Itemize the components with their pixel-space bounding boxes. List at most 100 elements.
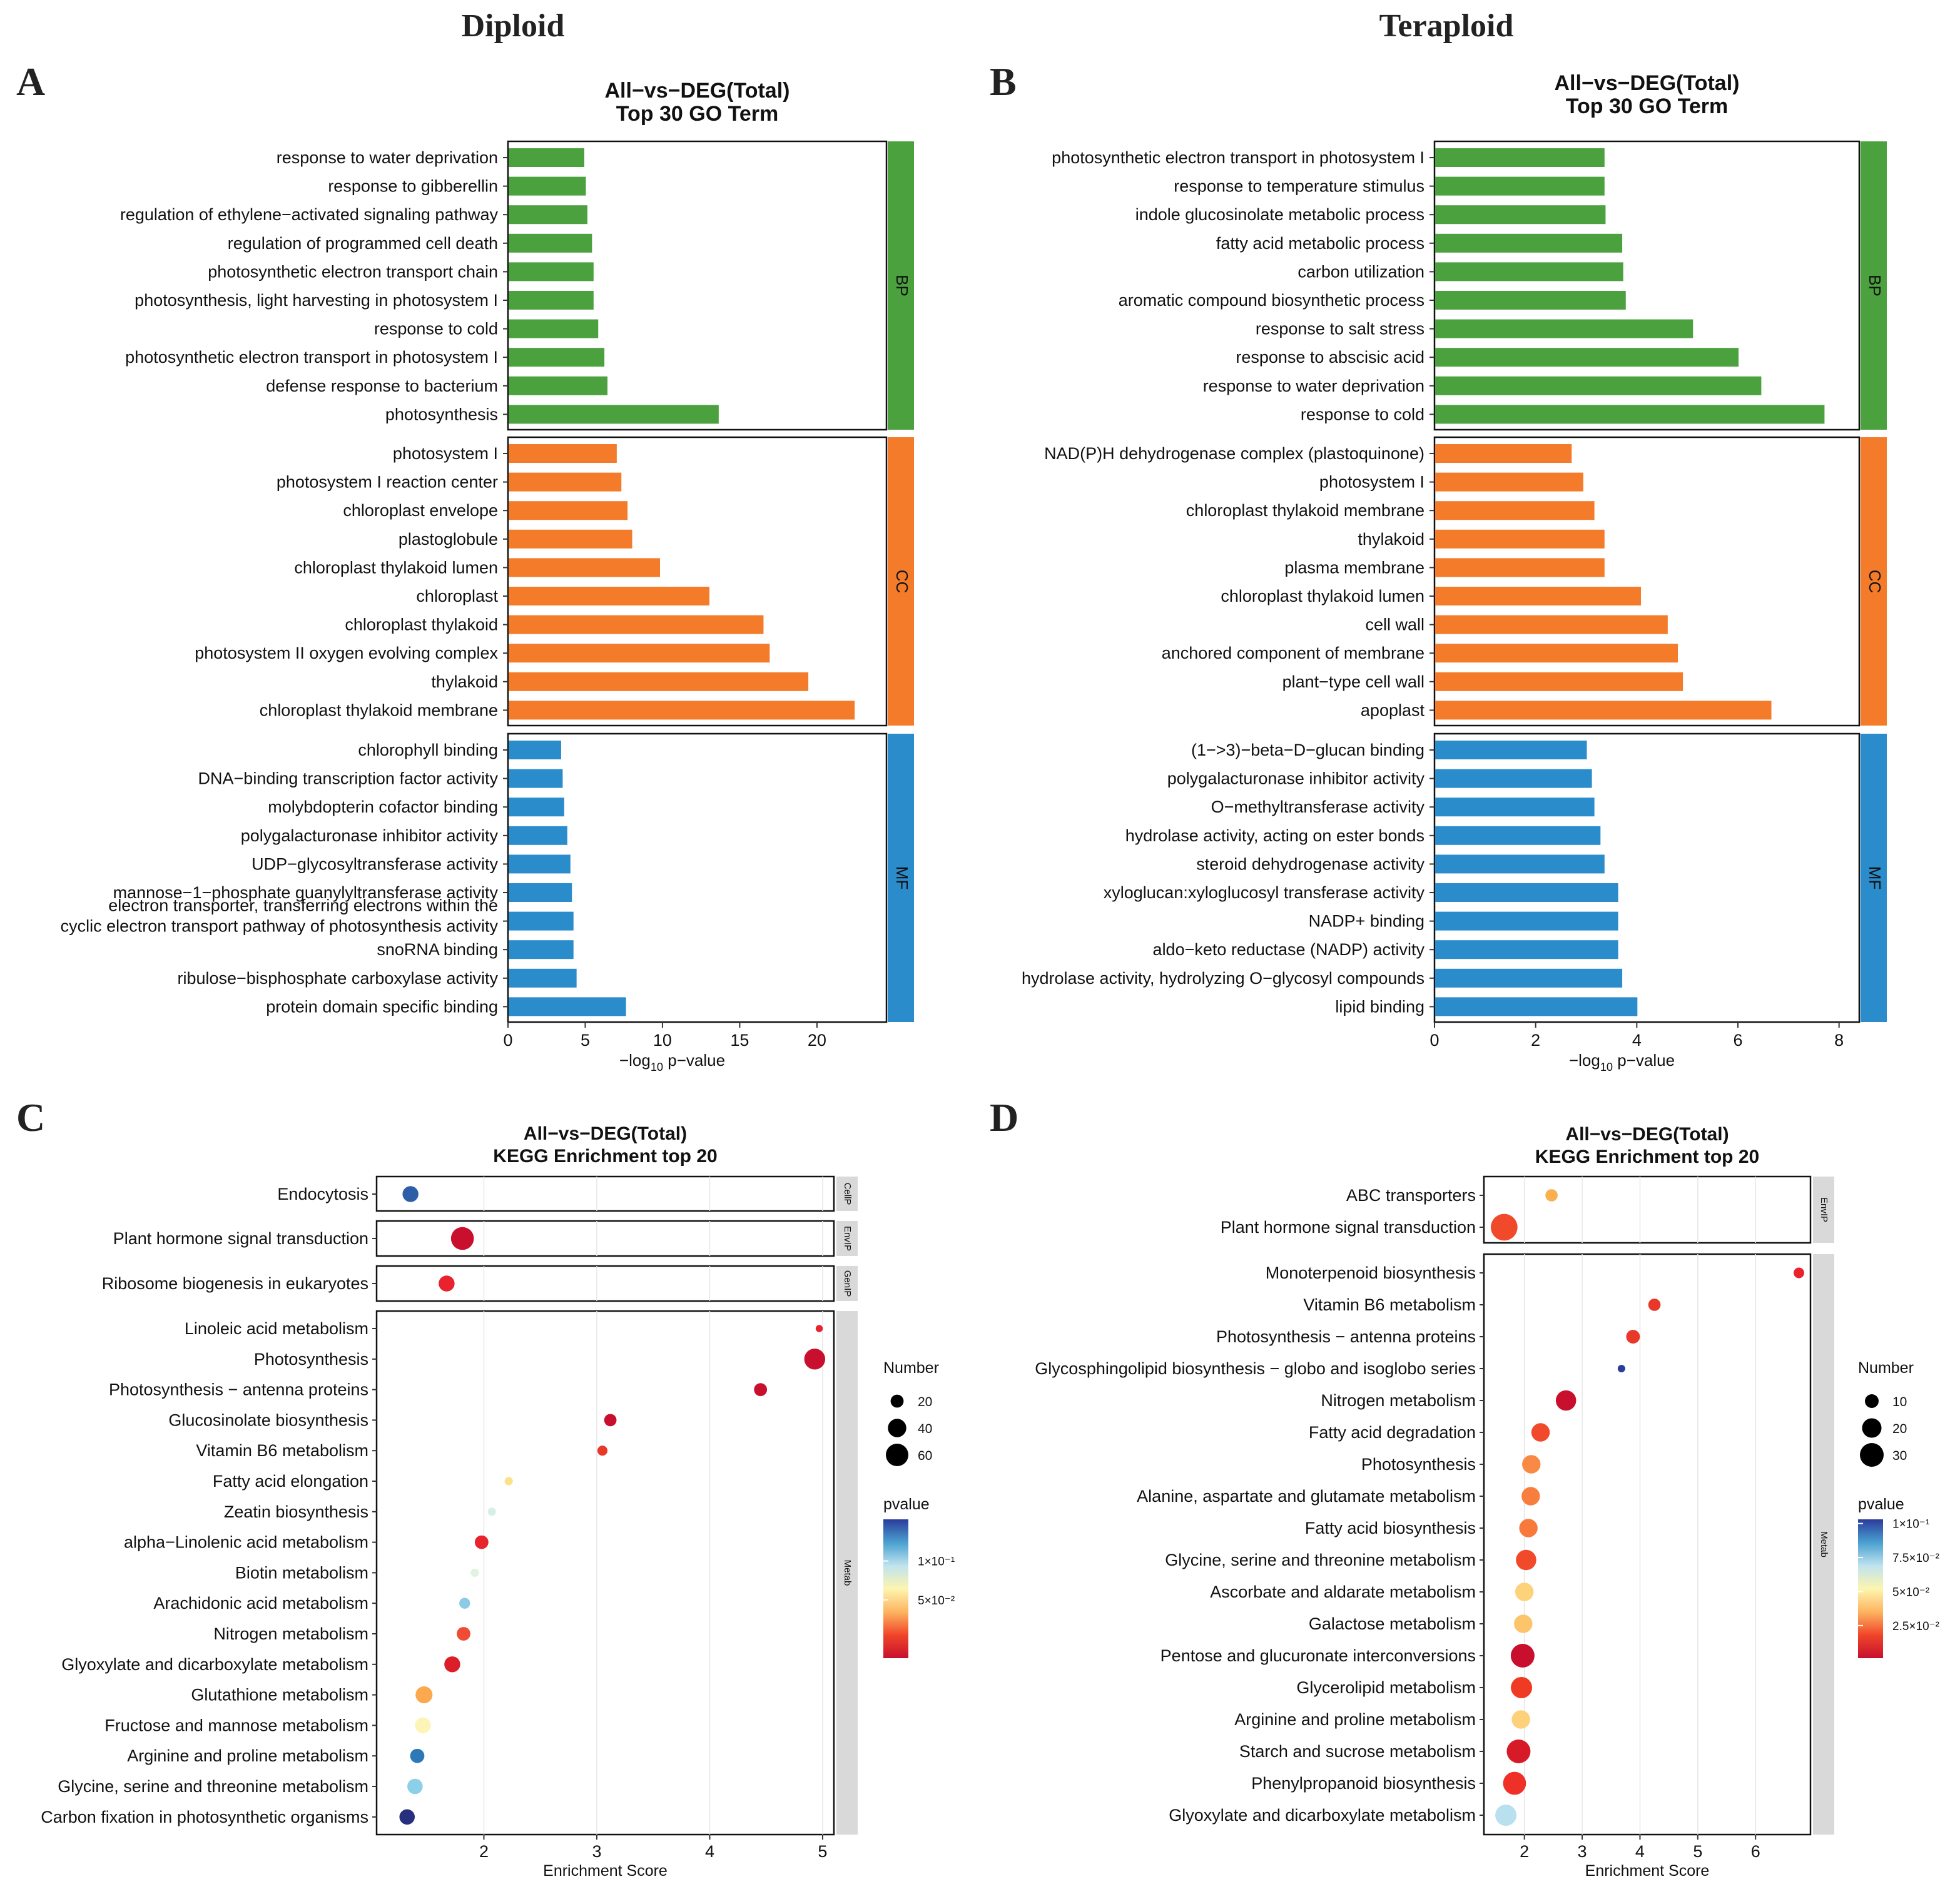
- dot-glucosinolate-biosynthesis: [604, 1414, 617, 1427]
- dot-starch-and-sucrose-metabolism: [1506, 1740, 1531, 1763]
- term-label: Vitamin B6 metabolism: [1303, 1295, 1476, 1314]
- size-legend-dot: [1860, 1443, 1884, 1467]
- term-label: plasma membrane: [1284, 558, 1424, 577]
- bar-anchored-component-of-membrane: [1435, 644, 1678, 663]
- bar-thylakoid: [509, 672, 809, 691]
- x-tick-label: 2: [479, 1842, 489, 1861]
- term-label: response to water deprivation: [1203, 377, 1424, 395]
- term-label: Fatty acid elongation: [213, 1472, 368, 1491]
- bar-apoplast: [1435, 701, 1772, 720]
- term-label: response to water deprivation: [277, 148, 498, 167]
- term-label: (1−>3)−beta−D−glucan binding: [1191, 741, 1424, 759]
- term-label: Vitamin B6 metabolism: [196, 1441, 368, 1460]
- bar-defense-response-to-bacterium: [509, 376, 608, 395]
- term-label: thylakoid: [431, 672, 498, 691]
- term-label: aldo−keto reductase (NADP) activity: [1153, 940, 1425, 959]
- dot-arginine-and-proline-metabolism: [1511, 1710, 1530, 1729]
- go-bar-chart-teraploid: All−vs−DEG(Total)Top 30 GO Term BP photosy…: [1022, 71, 1887, 1073]
- x-tick-label: 8: [1834, 1031, 1844, 1050]
- term-label: response to cold: [1301, 405, 1424, 423]
- facet-panel-cc: [507, 436, 888, 727]
- facet-strip-envip: [836, 1221, 858, 1256]
- bar-fatty-acid-metabolic-process: [1435, 233, 1623, 253]
- term-label: regulation of programmed cell death: [228, 234, 498, 253]
- term-label: polygalacturonase inhibitor activity: [241, 826, 499, 845]
- term-label: lipid binding: [1335, 997, 1424, 1016]
- term-label: cell wall: [1365, 615, 1424, 634]
- x-tick-label: 4: [705, 1842, 714, 1861]
- dot-abc-transporters: [1545, 1189, 1558, 1202]
- facet-strip-cc: [888, 437, 914, 726]
- bar-polygalacturonase-inhibitor-activity: [509, 826, 567, 845]
- term-label: ABC transporters: [1346, 1186, 1476, 1205]
- bar-response-to-abscisic-acid: [1435, 348, 1739, 367]
- term-label: plastoglobule: [399, 530, 498, 549]
- dot-arginine-and-proline-metabolism: [410, 1748, 425, 1763]
- term-label: indole glucosinolate metabolic process: [1135, 205, 1424, 224]
- dot-plant-hormone-signal-transduction: [450, 1227, 474, 1250]
- term-label: photosynthetic electron transport chain: [208, 262, 498, 281]
- term-label: Nitrogen metabolism: [1321, 1391, 1476, 1410]
- term-label: alpha−Linolenic acid metabolism: [124, 1533, 368, 1552]
- dot-galactose-metabolism: [1514, 1614, 1533, 1633]
- bar-indole-glucosinolate-metabolic-process: [1435, 205, 1606, 225]
- dot-alpha-linolenic-acid-metabolism: [474, 1535, 489, 1549]
- dot-glycine-serine-and-threonine-metabolism: [407, 1778, 423, 1795]
- size-legend-dot: [888, 1419, 906, 1437]
- color-legend-label: 1×10⁻¹: [918, 1556, 955, 1569]
- term-label: chloroplast thylakoid lumen: [294, 558, 498, 577]
- color-legend-bar: [1858, 1519, 1883, 1658]
- facet-label-cellp: CellP: [842, 1183, 853, 1205]
- bar-photosynthetic-electron-transport-chain: [509, 262, 594, 281]
- go-bar-chart-diploid: All−vs−DEG(Total)Top 30 GO Term BP respons…: [61, 79, 914, 1073]
- panel-letter-a: A: [16, 59, 45, 104]
- bar-aldo-keto-reductase-nadp-activity: [1435, 940, 1618, 960]
- bar-response-to-water-deprivation: [509, 148, 584, 167]
- x-tick-label: 10: [653, 1031, 672, 1050]
- term-label: Galactose metabolism: [1309, 1614, 1476, 1633]
- x-axis-label: −log10 p−value: [619, 1051, 725, 1073]
- size-legend-label: 40: [918, 1422, 932, 1436]
- x-axis-label: −log10 p−value: [1569, 1051, 1675, 1073]
- x-tick-label: 5: [818, 1842, 827, 1861]
- dot-fructose-and-mannose-metabolism: [415, 1717, 431, 1734]
- facet-strip-mf: [1861, 734, 1887, 1022]
- facet-strip-metab: [1813, 1254, 1834, 1835]
- term-label: Zeatin biosynthesis: [224, 1502, 368, 1521]
- dot-plant-hormone-signal-transduction: [1490, 1213, 1518, 1241]
- size-legend-label: 60: [918, 1449, 932, 1463]
- x-axis-label: Enrichment Score: [1585, 1862, 1710, 1880]
- facet-label-cc: CC: [893, 570, 911, 594]
- bar-snorna-binding: [509, 940, 574, 960]
- term-label: aromatic compound biosynthetic process: [1119, 291, 1424, 310]
- term-label: Arginine and proline metabolism: [1234, 1710, 1476, 1729]
- term-label: fatty acid metabolic process: [1216, 234, 1424, 253]
- bar-chloroplast-thylakoid: [509, 615, 764, 634]
- term-label: Nitrogen metabolism: [213, 1624, 368, 1643]
- term-label: NAD(P)H dehydrogenase complex (plastoqui…: [1044, 444, 1424, 463]
- bar-chloroplast-thylakoid-lumen: [509, 558, 660, 577]
- term-label: Starch and sucrose metabolism: [1239, 1742, 1476, 1761]
- size-legend-dot: [1865, 1394, 1879, 1408]
- x-tick-label: 0: [503, 1031, 512, 1050]
- bar-udp-glycosyltransferase-activity: [509, 854, 571, 874]
- bar-thylakoid: [1435, 529, 1605, 549]
- bar-response-to-gibberellin: [509, 176, 586, 196]
- bar-chloroplast-thylakoid-lumen: [1435, 587, 1641, 605]
- term-label: DNA−binding transcription factor activit…: [198, 769, 499, 788]
- bar-response-to-temperature-stimulus: [1435, 176, 1605, 196]
- bar-chloroplast-thylakoid-membrane: [1435, 501, 1595, 520]
- kegg-dot-chart-teraploid: All−vs−DEG(Total)KEGG Enrichment top 20 E…: [1035, 1124, 1939, 1880]
- term-label: Glycerolipid metabolism: [1296, 1678, 1476, 1697]
- bar-hydrolase-activity-hydrolyzing-o-glycosyl-compounds: [1435, 968, 1623, 988]
- bar-photosystem-i-reaction-center: [509, 472, 622, 492]
- panel-letter-d: D: [990, 1095, 1018, 1140]
- term-label: O−methyltransferase activity: [1211, 798, 1425, 816]
- term-label: photosynthesis, light harvesting in phot…: [135, 291, 498, 310]
- facet-panel-metab: [375, 1310, 835, 1836]
- bar-chlorophyll-binding: [509, 741, 561, 759]
- facet-strip-mf: [888, 734, 914, 1022]
- facet-strip-bp: [888, 141, 914, 430]
- bar-carbon-utilization: [1435, 262, 1623, 281]
- bar-nadp-binding: [1435, 911, 1618, 931]
